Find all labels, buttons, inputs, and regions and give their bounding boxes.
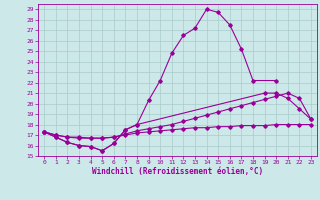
X-axis label: Windchill (Refroidissement éolien,°C): Windchill (Refroidissement éolien,°C) [92, 167, 263, 176]
